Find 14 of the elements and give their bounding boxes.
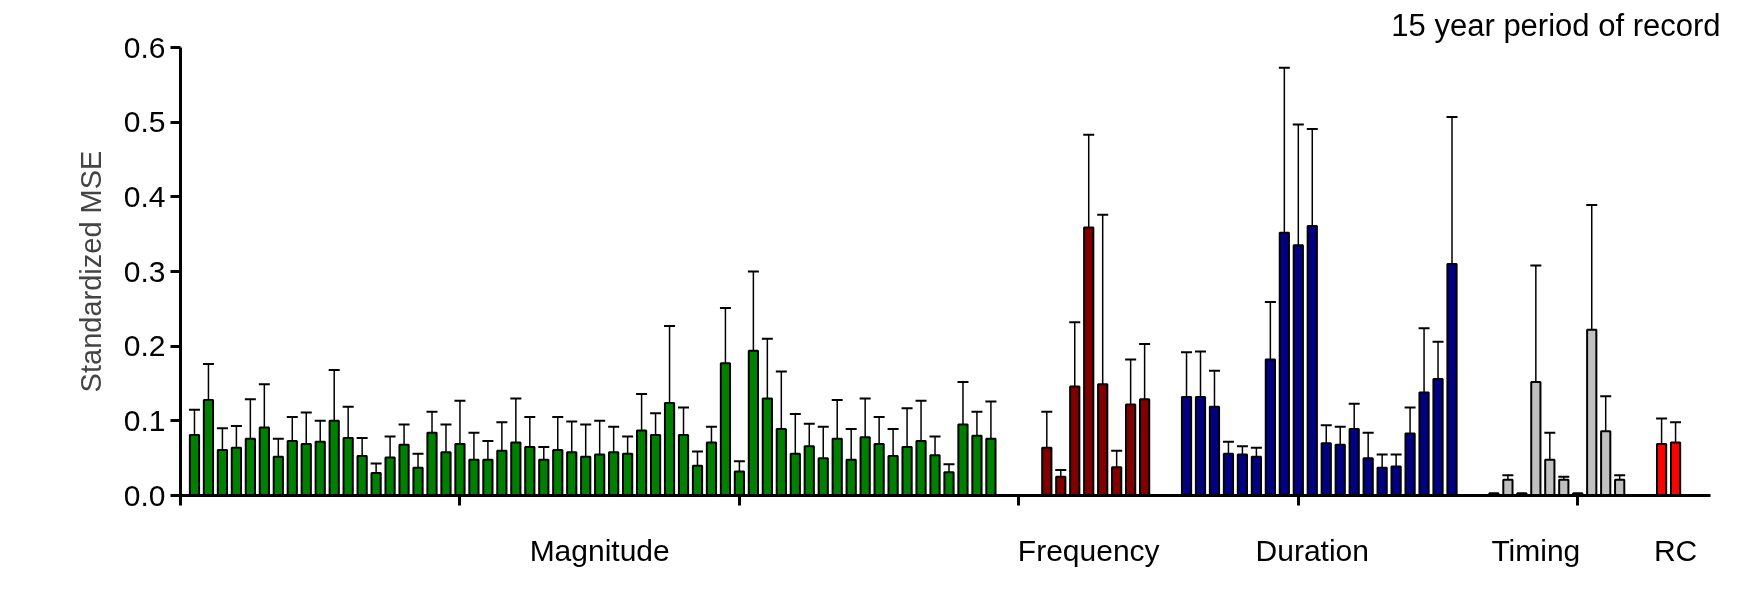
y-tick-label: 0.3 bbox=[123, 254, 166, 288]
y-tick-label: 0.4 bbox=[123, 179, 166, 213]
x-tick-label: Duration bbox=[1255, 533, 1369, 567]
y-tick-label: 0.0 bbox=[123, 478, 166, 512]
x-tick-label: RC bbox=[1653, 533, 1698, 567]
y-axis-title: Standardized MSE bbox=[74, 150, 107, 393]
y-tick-label: 0.6 bbox=[123, 30, 166, 64]
y-tick-label: 0.1 bbox=[123, 403, 166, 437]
chart-title: 15 year period of record bbox=[1391, 7, 1721, 43]
y-tick-label: 0.2 bbox=[123, 329, 166, 363]
x-tick-label: Magnitude bbox=[529, 533, 670, 567]
x-tick-label: Frequency bbox=[1017, 533, 1160, 567]
y-tick-label: 0.5 bbox=[123, 105, 166, 139]
x-tick-label: Timing bbox=[1491, 533, 1581, 567]
